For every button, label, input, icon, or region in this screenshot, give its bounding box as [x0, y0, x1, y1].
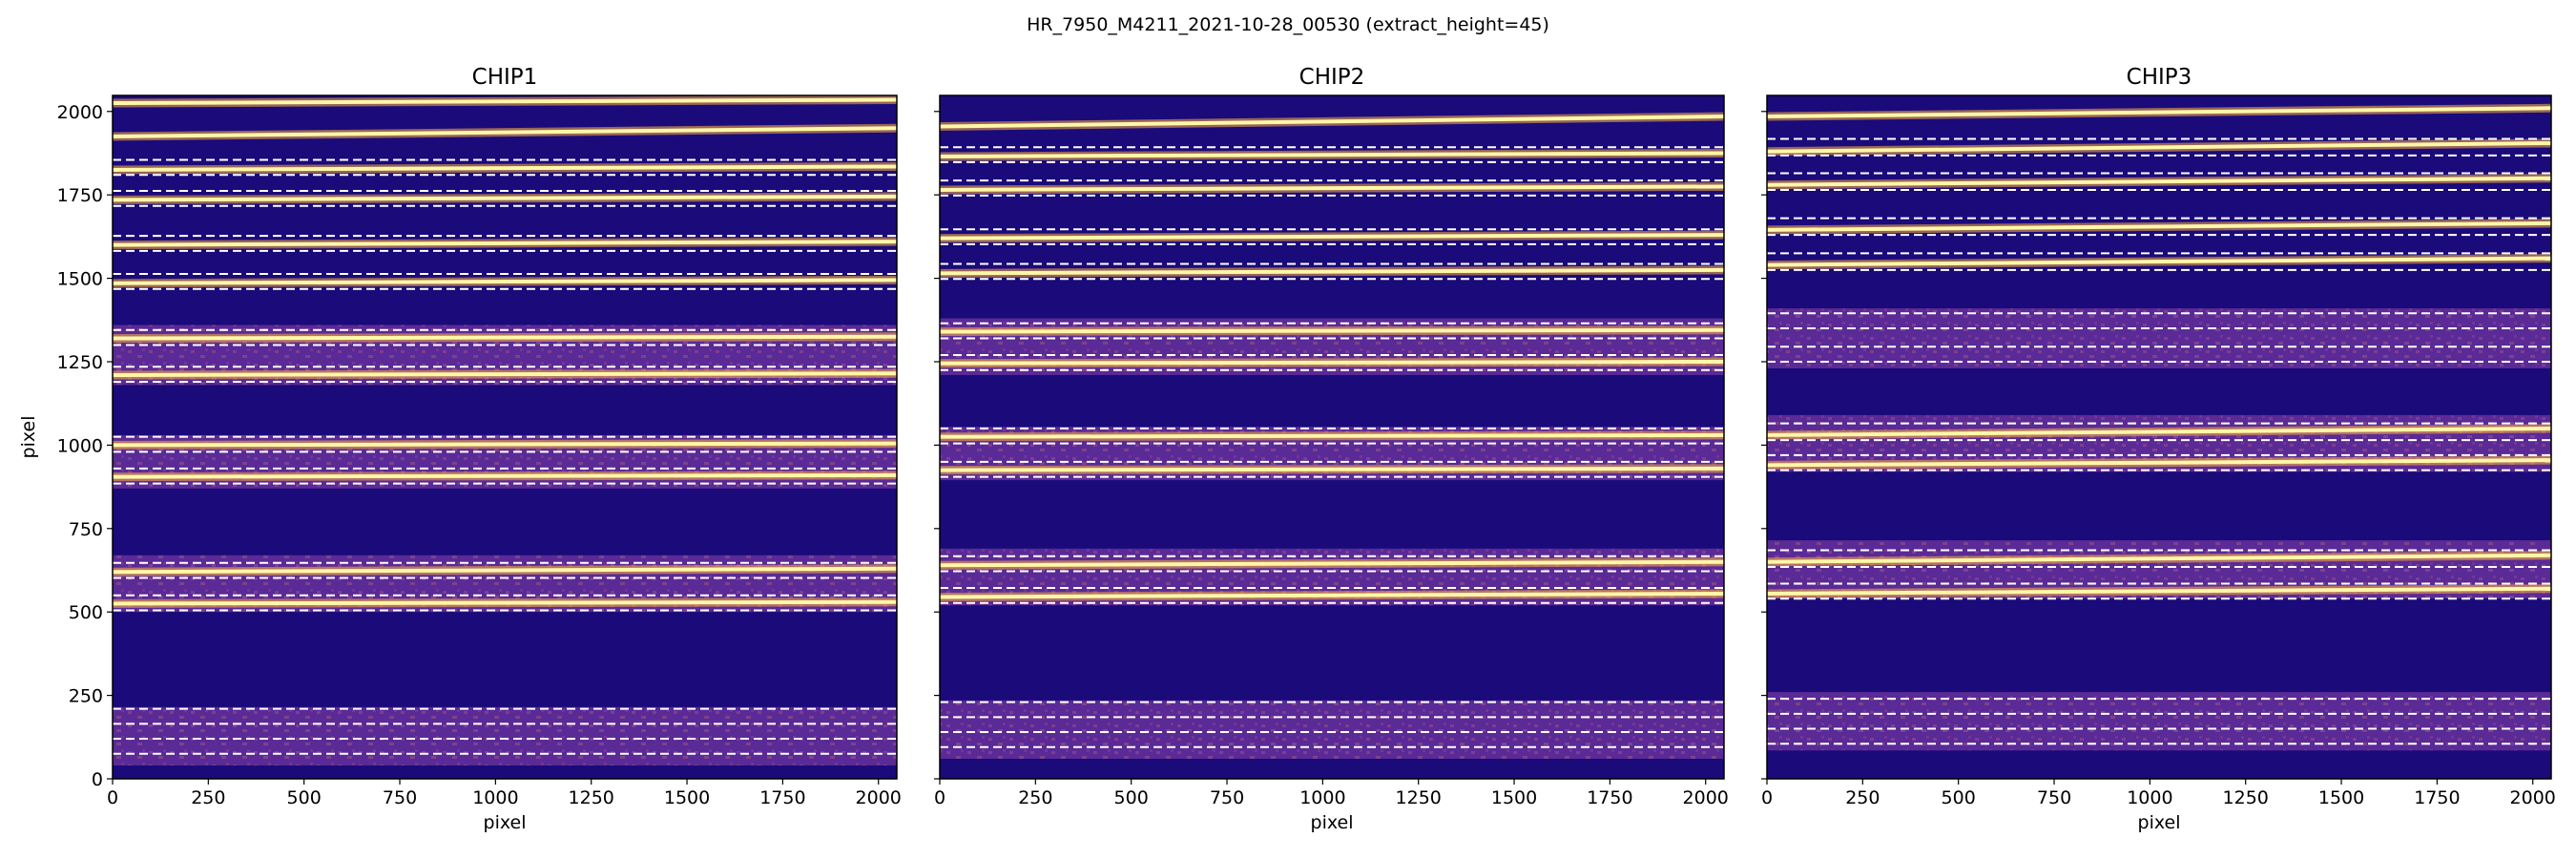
figure-suptitle: HR_7950_M4211_2021-10-28_00530 (extract_… — [1027, 14, 1549, 35]
x-tick-label: 1000 — [472, 787, 518, 808]
x-tick-label: 1000 — [2127, 787, 2172, 808]
y-tick-label: 750 — [69, 519, 103, 540]
bright-trace — [1767, 220, 2551, 232]
panel-2: CHIP2 0 250 500 750 1000 1250 1500 1750 2000 pixel — [934, 65, 1729, 833]
bright-trace — [113, 164, 897, 172]
bright-trace — [113, 278, 897, 285]
bright-trace — [113, 194, 897, 202]
detector-image — [113, 95, 897, 779]
x-tick-label: 0 — [1761, 787, 1773, 808]
x-tick-label: 250 — [1845, 787, 1880, 808]
bright-trace — [940, 327, 1724, 334]
axes-frame — [1766, 94, 2552, 780]
y-tick-label: 1000 — [57, 435, 103, 456]
x-tick-label: 1750 — [759, 787, 805, 808]
x-tick-label: 750 — [1210, 787, 1244, 808]
x-tick-label: 1500 — [664, 787, 710, 808]
x-tick-label: 1500 — [1491, 787, 1537, 808]
bright-trace — [940, 432, 1724, 439]
panel-title: CHIP3 — [2127, 65, 2192, 90]
x-tick-label: 1250 — [1396, 787, 1442, 808]
bright-trace — [1767, 426, 2551, 437]
x-tick-label: 1500 — [2318, 787, 2364, 808]
x-tick-label: 1750 — [1587, 787, 1632, 808]
bright-trace — [113, 441, 897, 448]
bright-trace — [113, 97, 897, 106]
bright-trace — [1767, 106, 2551, 119]
detector-image — [1767, 95, 2551, 779]
bright-trace — [113, 599, 897, 606]
x-axis-label: pixel — [2138, 812, 2181, 833]
bright-trace — [113, 126, 897, 139]
x-tick-label: 1250 — [569, 787, 614, 808]
y-tick-label: 2000 — [57, 102, 103, 123]
x-tick-label: 1750 — [2414, 787, 2460, 808]
x-tick-label: 500 — [287, 787, 322, 808]
y-tick-label: 250 — [69, 686, 103, 707]
bright-trace — [113, 566, 897, 575]
x-axis-label: pixel — [1311, 812, 1354, 833]
x-tick-label: 2000 — [2510, 787, 2556, 808]
panel-title: CHIP1 — [472, 65, 538, 90]
bright-trace — [1767, 458, 2551, 468]
y-tick-label: 1500 — [57, 269, 103, 290]
y-tick-label: 1250 — [57, 352, 103, 373]
band-texture — [1767, 308, 2551, 368]
bright-trace — [1767, 176, 2551, 187]
x-tick-label: 250 — [1018, 787, 1052, 808]
bright-trace — [940, 359, 1724, 366]
panel-title: CHIP2 — [1299, 65, 1365, 90]
bright-trace — [1767, 256, 2551, 267]
bright-trace — [940, 233, 1724, 241]
y-axis-label: pixel — [18, 416, 39, 459]
panel-1: CHIP1 0 250 500 750 1000 1250 1500 1750 2000 0 250 5… — [18, 65, 902, 833]
bright-trace — [1767, 140, 2551, 154]
bright-trace — [940, 591, 1724, 599]
panel-3: CHIP3 0 250 500 750 1000 1250 1500 1750 2000 pixel — [1761, 65, 2556, 833]
axes-frame — [939, 94, 1725, 780]
panels: CHIP1 0 250 500 750 1000 1250 1500 1750 2000 0 250 5… — [18, 65, 2556, 833]
x-tick-label: 1250 — [2223, 787, 2269, 808]
band-texture — [113, 706, 897, 766]
x-tick-label: 750 — [2037, 787, 2071, 808]
bright-trace — [113, 371, 897, 377]
x-tick-label: 2000 — [856, 787, 902, 808]
detector-image — [940, 95, 1724, 779]
bright-trace — [940, 184, 1724, 192]
bright-trace — [113, 240, 897, 247]
bright-trace — [113, 472, 897, 479]
y-tick-label: 0 — [92, 769, 103, 790]
y-tick-label: 1750 — [57, 185, 103, 206]
bright-trace — [113, 334, 897, 341]
bright-trace — [940, 267, 1724, 276]
bright-trace — [940, 151, 1724, 158]
x-tick-label: 1000 — [1299, 787, 1345, 808]
bright-trace — [940, 115, 1724, 129]
x-tick-label: 0 — [934, 787, 945, 808]
x-tick-label: 500 — [1114, 787, 1149, 808]
x-tick-label: 0 — [107, 787, 118, 808]
bright-trace — [1767, 553, 2551, 564]
x-tick-label: 250 — [191, 787, 225, 808]
band-texture — [1767, 692, 2551, 751]
y-tick-label: 500 — [69, 602, 103, 623]
x-axis-label: pixel — [484, 812, 527, 833]
x-tick-label: 500 — [1942, 787, 1976, 808]
x-tick-label: 750 — [383, 787, 417, 808]
bright-trace — [1767, 586, 2551, 596]
axes-frame — [112, 94, 898, 780]
bright-trace — [940, 466, 1724, 472]
bright-trace — [940, 559, 1724, 568]
band-texture — [940, 700, 1724, 760]
x-tick-label: 2000 — [1683, 787, 1729, 808]
